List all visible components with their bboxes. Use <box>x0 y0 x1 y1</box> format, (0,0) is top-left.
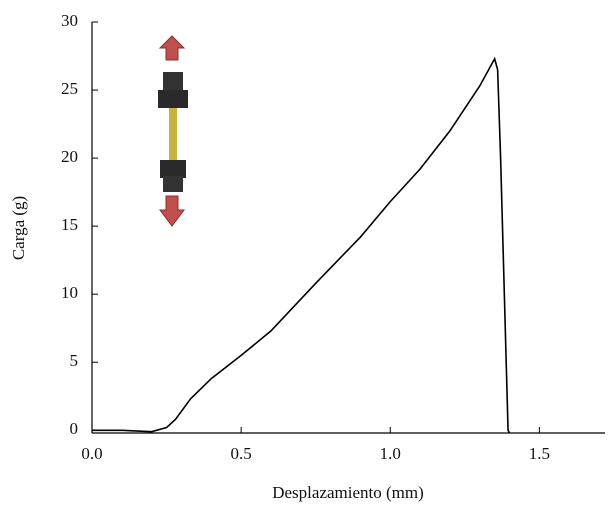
x-tick-label: 0.5 <box>231 444 252 463</box>
specimen-icon <box>158 35 188 227</box>
y-tick-label: 10 <box>61 283 78 302</box>
y-tick-label: 25 <box>61 79 78 98</box>
y-tick-label: 30 <box>61 11 78 30</box>
y-axis-label: Carga (g) <box>9 196 28 260</box>
y-tick-label: 15 <box>61 215 78 234</box>
x-tick-label: 1.5 <box>529 444 550 463</box>
y-tick-label: 0 <box>70 419 79 438</box>
x-tick-label: 1.0 <box>380 444 401 463</box>
y-tick-label: 20 <box>61 147 78 166</box>
data-line <box>92 56 511 434</box>
x-axis-label: Desplazamiento (mm) <box>272 483 424 502</box>
y-tick-label: 5 <box>70 351 79 370</box>
x-tick-label: 0.0 <box>81 444 102 463</box>
